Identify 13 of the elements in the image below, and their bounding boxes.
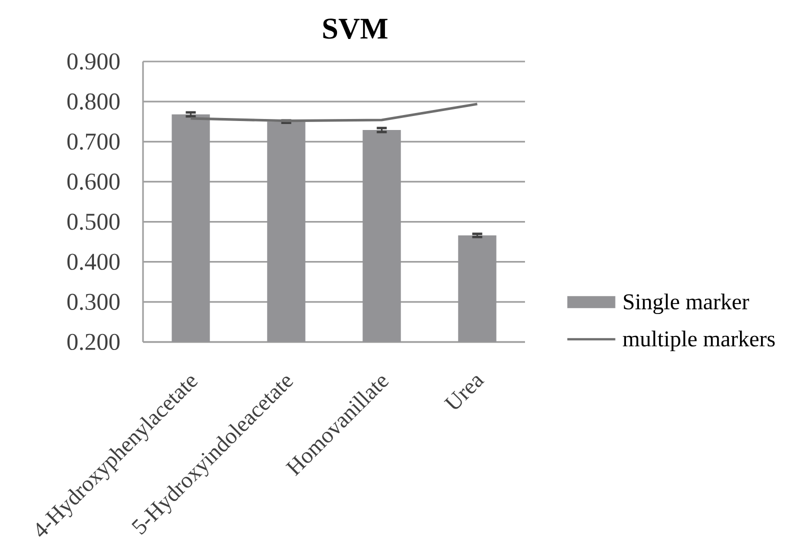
- y-tick-label: 0.900: [67, 53, 120, 70]
- line-series: [189, 102, 479, 122]
- y-tick-label: 0.700: [67, 133, 120, 150]
- legend-label: Single marker: [624, 294, 750, 314]
- legend-label: multiple markers: [622, 330, 775, 352]
- y-tick-label: 0.800: [67, 93, 120, 110]
- y-tick-label: 0.400: [67, 254, 120, 270]
- y-tick-label: 0.600: [67, 174, 120, 190]
- chart-title: SVM: [323, 18, 388, 39]
- y-tick-label: 0.500: [67, 214, 120, 230]
- y-tick-label: 0.200: [67, 334, 120, 350]
- y-tick-label: 0.300: [67, 294, 120, 310]
- x-tick-label: Urea: [444, 376, 485, 409]
